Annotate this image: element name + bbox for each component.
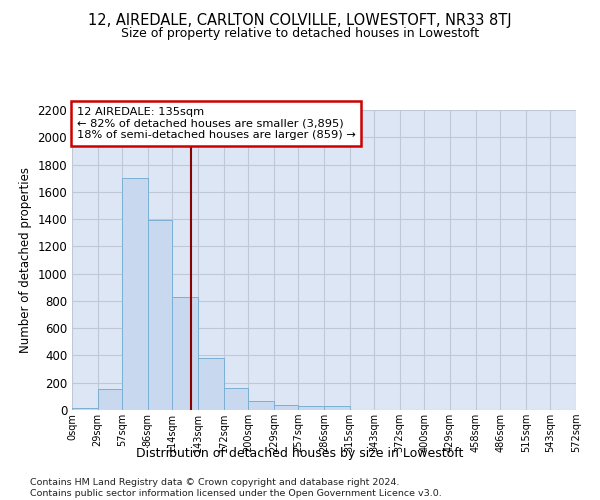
- Text: 12 AIREDALE: 135sqm
← 82% of detached houses are smaller (3,895)
18% of semi-det: 12 AIREDALE: 135sqm ← 82% of detached ho…: [77, 107, 356, 140]
- Bar: [172, 297, 198, 410]
- Text: Distribution of detached houses by size in Lowestoft: Distribution of detached houses by size …: [136, 448, 464, 460]
- Bar: [324, 406, 350, 410]
- Bar: [298, 406, 324, 410]
- Bar: [198, 358, 224, 410]
- Bar: [148, 220, 172, 410]
- Text: 12, AIREDALE, CARLTON COLVILLE, LOWESTOFT, NR33 8TJ: 12, AIREDALE, CARLTON COLVILLE, LOWESTOF…: [88, 12, 512, 28]
- Bar: [224, 388, 248, 410]
- Y-axis label: Number of detached properties: Number of detached properties: [19, 167, 32, 353]
- Bar: [248, 401, 274, 410]
- Bar: [122, 178, 148, 410]
- Bar: [72, 408, 98, 410]
- Bar: [98, 389, 122, 410]
- Text: Size of property relative to detached houses in Lowestoft: Size of property relative to detached ho…: [121, 28, 479, 40]
- Bar: [274, 405, 298, 410]
- Text: Contains HM Land Registry data © Crown copyright and database right 2024.
Contai: Contains HM Land Registry data © Crown c…: [30, 478, 442, 498]
